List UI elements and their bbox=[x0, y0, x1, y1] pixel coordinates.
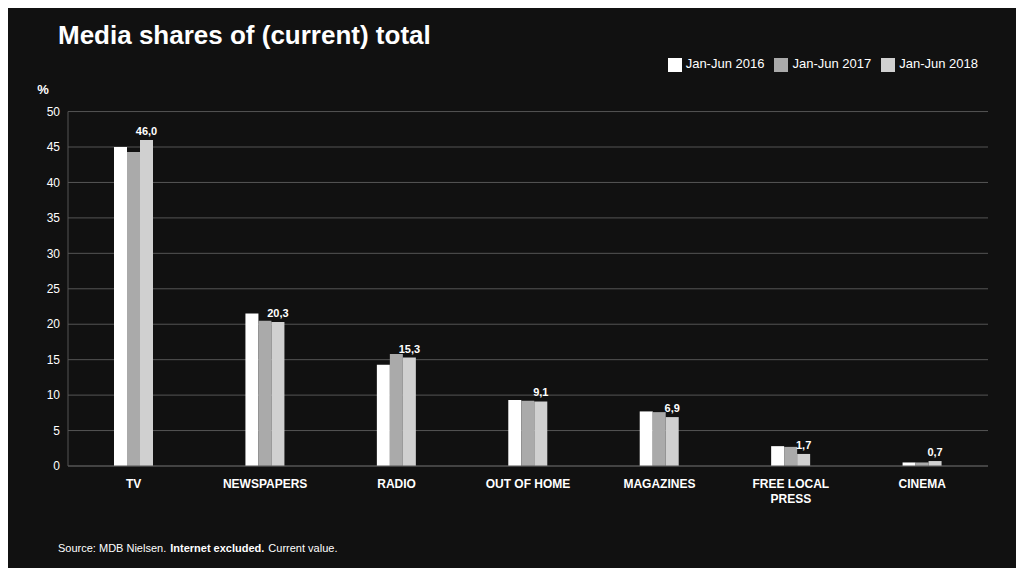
svg-text:20,3: 20,3 bbox=[267, 307, 288, 319]
svg-text:40: 40 bbox=[47, 176, 61, 190]
html-text:Jan-Jun 2018: Jan-Jun 2018 bbox=[899, 56, 978, 71]
svg-text:OUT OF HOME: OUT OF HOME bbox=[486, 477, 571, 491]
svg-text:45: 45 bbox=[47, 140, 61, 154]
svg-text:5: 5 bbox=[53, 424, 60, 438]
svg-text:CINEMA: CINEMA bbox=[899, 477, 947, 491]
svg-text:TV: TV bbox=[126, 477, 141, 491]
svg-text:RADIO: RADIO bbox=[377, 477, 416, 491]
svg-text:1,7: 1,7 bbox=[796, 439, 811, 451]
svg-text:6,9: 6,9 bbox=[665, 402, 680, 414]
svg-text:35: 35 bbox=[47, 211, 61, 225]
svg-text:%: % bbox=[37, 82, 49, 97]
svg-text:25: 25 bbox=[47, 282, 61, 296]
svg-text:50: 50 bbox=[47, 105, 61, 119]
svg-text:20: 20 bbox=[47, 317, 61, 331]
svg-text:30: 30 bbox=[47, 247, 61, 261]
svg-text:15,3: 15,3 bbox=[399, 343, 420, 355]
html-text:Jan-Jun 2017: Jan-Jun 2017 bbox=[792, 56, 872, 71]
svg-text:9,1: 9,1 bbox=[533, 386, 548, 398]
html-text:Source: MDB Nielsen. Internet: Source: MDB Nielsen. Internet excluded. … bbox=[58, 542, 338, 554]
svg-text:15: 15 bbox=[47, 353, 61, 367]
svg-text:46,0: 46,0 bbox=[136, 125, 157, 137]
svg-text:0,7: 0,7 bbox=[927, 446, 942, 458]
svg-text:NEWSPAPERS: NEWSPAPERS bbox=[223, 477, 307, 491]
svg-text:FREE LOCALPRESS: FREE LOCALPRESS bbox=[753, 477, 830, 506]
html-text:Media shares of (current) tota: Media shares of (current) total bbox=[58, 20, 431, 50]
svg-text:10: 10 bbox=[47, 388, 61, 402]
svg-text:MAGAZINES: MAGAZINES bbox=[623, 477, 695, 491]
svg-text:0: 0 bbox=[53, 459, 60, 473]
html-text:Jan-Jun 2016: Jan-Jun 2016 bbox=[685, 56, 765, 71]
